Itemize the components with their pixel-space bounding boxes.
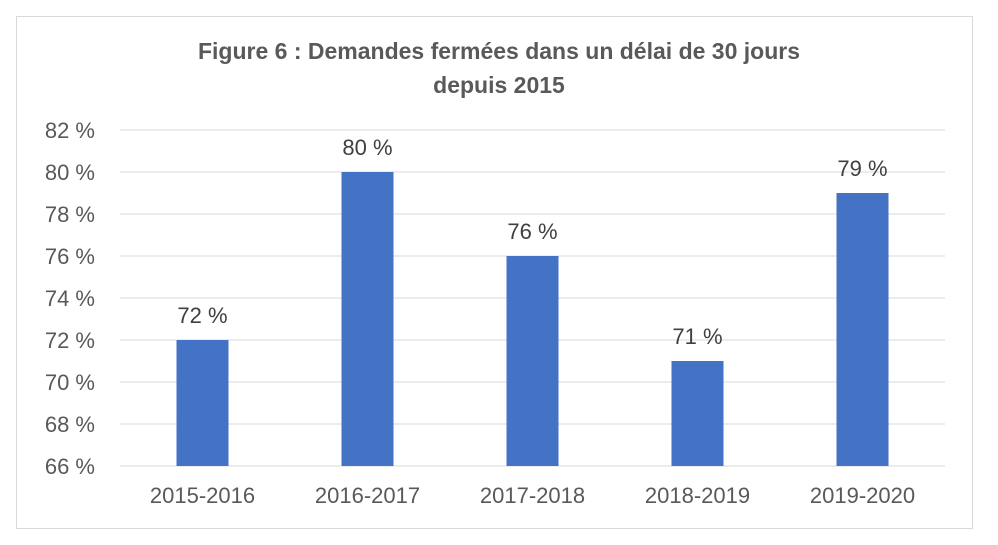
- chart-frame: [16, 16, 973, 529]
- y-tick-label: 82 %: [45, 118, 95, 143]
- bar: [341, 172, 394, 466]
- x-tick-label: 2019-2020: [810, 483, 915, 508]
- y-tick-label: 80 %: [45, 160, 95, 185]
- chart-title-line-1: Figure 6 : Demandes fermées dans un déla…: [197, 38, 801, 64]
- bar: [671, 361, 724, 466]
- y-tick-label: 70 %: [45, 370, 95, 395]
- bar: [176, 340, 229, 466]
- chart-title-line-2: depuis 2015: [433, 72, 565, 98]
- bar: [506, 256, 559, 466]
- data-label: 72 %: [177, 303, 227, 328]
- y-tick-label: 78 %: [45, 202, 95, 227]
- y-tick-label: 74 %: [45, 286, 95, 311]
- y-tick-label: 76 %: [45, 244, 95, 269]
- data-label: 76 %: [507, 219, 557, 244]
- y-tick-label: 66 %: [45, 454, 95, 479]
- y-tick-label: 72 %: [45, 328, 95, 353]
- x-tick-label: 2017-2018: [480, 483, 585, 508]
- x-tick-label: 2018-2019: [645, 483, 750, 508]
- data-label: 80 %: [342, 135, 392, 160]
- x-tick-label: 2015-2016: [150, 483, 255, 508]
- data-label: 71 %: [672, 324, 722, 349]
- chart-title: Figure 6 : Demandes fermées dans un déla…: [0, 34, 998, 102]
- y-tick-label: 68 %: [45, 412, 95, 437]
- bar: [836, 193, 889, 466]
- data-label: 79 %: [837, 156, 887, 181]
- x-tick-label: 2016-2017: [315, 483, 420, 508]
